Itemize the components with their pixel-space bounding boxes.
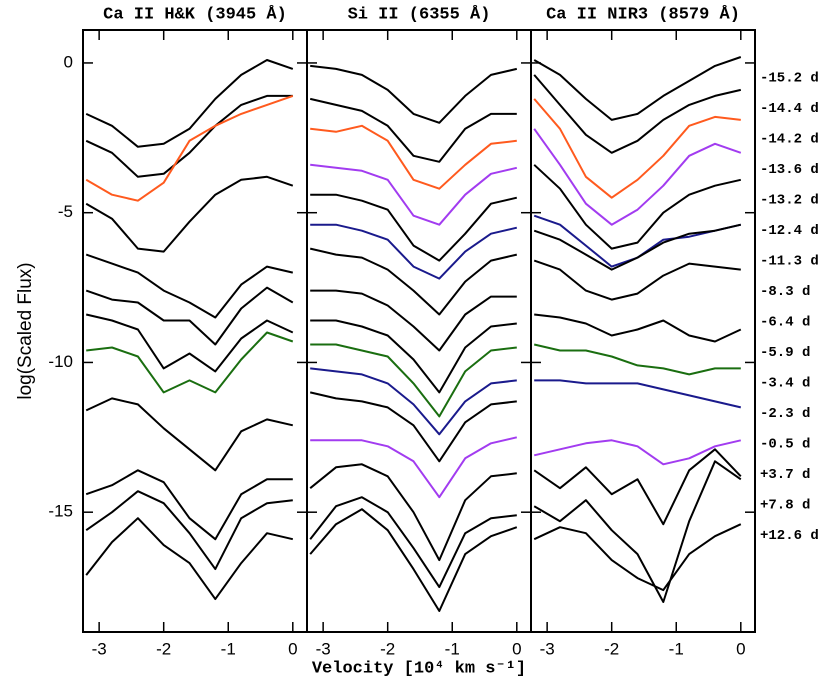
spectrum-line: [85, 469, 293, 541]
spectrum-line: [533, 343, 741, 376]
spectrum-line: [310, 319, 517, 394]
spectrum-line: [85, 397, 294, 472]
spectrum-line: [85, 59, 294, 148]
spectrum-line: [533, 164, 742, 250]
x-tick-label: 0: [288, 639, 297, 658]
spectrum-line: [534, 379, 742, 409]
spectrum-line: [533, 128, 742, 226]
epoch-label: -14.4 d: [760, 101, 819, 117]
spectrum-line: [85, 490, 293, 571]
epoch-label: -12.4 d: [760, 223, 819, 239]
spectrum-line: [533, 56, 742, 121]
spectrum-line: [310, 193, 518, 262]
spectrum-line: [309, 391, 517, 463]
x-tick-label: -2: [380, 639, 395, 658]
spectrum-line: [85, 175, 294, 253]
spectrum-line: [533, 98, 741, 199]
spectrum-line: [85, 94, 294, 202]
spectrum-line: [310, 436, 518, 499]
epoch-label: +7.8 d: [760, 498, 810, 514]
panel-title: Ca II NIR3 (8579 Å): [546, 4, 740, 24]
y-axis-label: log(Scaled Flux): [15, 262, 36, 399]
x-tick-label: 0: [512, 639, 521, 658]
epoch-label: -8.3 d: [760, 284, 810, 300]
spectrum-line: [310, 64, 518, 124]
x-tick-label: -1: [445, 639, 460, 658]
epoch-label: -11.3 d: [760, 254, 819, 270]
x-tick-label: -2: [156, 639, 171, 658]
epoch-label: +12.6 d: [760, 528, 819, 544]
x-tick-label: -3: [316, 639, 331, 658]
spectrum-line: [309, 496, 517, 589]
spectrum-line: [309, 463, 517, 562]
epoch-label: -15.2 d: [760, 71, 819, 87]
x-tick-label: -3: [540, 639, 555, 658]
spectrum-line: [309, 247, 518, 316]
x-axis-label: Velocity [10⁴ km s⁻¹]: [312, 659, 526, 678]
y-tick-label: -5: [58, 202, 73, 221]
spectrum-line: [310, 223, 518, 280]
x-tick-label: -1: [221, 639, 236, 658]
spectrum-line: [534, 313, 742, 343]
spectrum-line: [533, 259, 741, 301]
panel-title: Si II (6355 Å): [348, 4, 491, 24]
spectrum-line: [85, 94, 293, 178]
epoch-label: -13.2 d: [760, 193, 819, 209]
epoch-label: -6.4 d: [760, 315, 810, 331]
spectrum-line: [86, 331, 294, 394]
spectrum-line: [533, 448, 742, 526]
epoch-label: -0.5 d: [760, 437, 810, 453]
spectrum-line: [533, 223, 742, 271]
y-tick-label: -10: [48, 352, 73, 371]
panel-frame: [530, 29, 756, 633]
spectrum-line: [310, 289, 517, 352]
spectrum-line: [85, 313, 294, 373]
epoch-label: -13.6 d: [760, 162, 819, 178]
y-tick-label: 0: [64, 52, 73, 71]
spectrum-line: [533, 74, 742, 154]
spectrum-line: [85, 286, 294, 346]
spectrum-line: [533, 439, 742, 466]
spectrum-line: [85, 253, 294, 319]
epoch-label: -2.3 d: [760, 406, 810, 422]
spectrum-line: [309, 508, 518, 612]
spectrum-line: [533, 460, 742, 603]
spectrum-line: [310, 163, 518, 226]
y-tick-label: -15: [48, 502, 73, 521]
epoch-label: -3.4 d: [760, 376, 810, 392]
spectrum-line: [533, 523, 742, 592]
x-tick-label: -2: [604, 639, 619, 658]
spectrum-line: [310, 367, 517, 436]
epoch-label: +3.7 d: [760, 467, 810, 483]
x-tick-label: -3: [92, 639, 107, 658]
spectrum-line: [310, 124, 517, 190]
spectrum-line: [85, 517, 294, 601]
x-tick-label: -1: [669, 639, 684, 658]
spectrum-line: [310, 343, 517, 418]
epoch-label: -14.2 d: [760, 132, 819, 148]
epoch-label: -5.9 d: [760, 345, 810, 361]
spectrum-line: [309, 97, 517, 163]
panel-title: Ca II H&K (3945 Å): [103, 4, 287, 24]
x-tick-label: 0: [736, 639, 745, 658]
